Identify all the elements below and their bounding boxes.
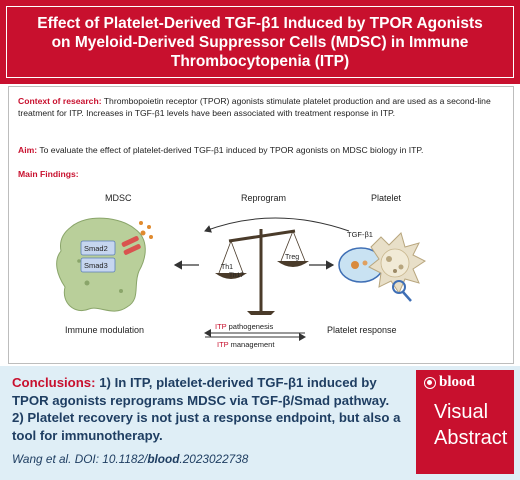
conclusions-label: Conclusions: — [12, 375, 96, 390]
platelet-illustration — [368, 232, 426, 295]
magnifier-icon — [392, 280, 412, 302]
aim-text: To evaluate the effect of platelet-deriv… — [37, 145, 424, 155]
citation-prefix: Wang et al. DOI: 10.1182/ — [12, 452, 148, 466]
smad2-box: Smad2 — [80, 240, 116, 256]
context-text: Thrombopoietin receptor (TPOR) agonists … — [18, 96, 491, 118]
conclusions-text: Conclusions: 1) In ITP, platelet-derived… — [12, 374, 408, 444]
citation: Wang et al. DOI: 10.1182/blood.202302273… — [12, 452, 248, 466]
conclusion-point-1: 1) In ITP, platelet-derived TGF-β1 induc… — [12, 375, 390, 408]
context-label: Context of research: — [18, 96, 102, 106]
citation-journal: blood — [147, 452, 180, 466]
receptor-illustration — [121, 221, 153, 255]
itp-management-label: ITP management — [217, 340, 275, 349]
badge-visual: Visual — [434, 401, 489, 423]
mdsc-label: MDSC — [105, 193, 132, 203]
smad3-box: Smad3 — [80, 257, 116, 273]
smad2-label: Smad2 — [84, 244, 108, 253]
th17-label: Th17 — [229, 272, 244, 279]
aim-label: Aim: — [18, 145, 38, 155]
blood-logo: blood — [424, 374, 475, 391]
platelet-label: Platelet — [371, 193, 402, 203]
management-word: management — [229, 340, 276, 349]
platelet-response-label: Platelet response — [327, 325, 397, 335]
findings-diagram: MDSC Reprogram Platelet Smad2 Smad3 — [56, 193, 426, 349]
itp-pathogenesis-label: ITP pathogenesis — [215, 322, 273, 331]
reprogram-label: Reprogram — [241, 193, 286, 203]
visual-abstract-badge: blood Visual Abstract — [416, 370, 514, 474]
title-frame — [6, 6, 514, 78]
content-panel: Context of research: Thrombopoietin rece… — [8, 86, 514, 364]
treg-label: Treg — [285, 254, 299, 261]
page-title: Effect of Platelet-Derived TGF-β1 Induce… — [37, 14, 483, 70]
context-paragraph: Context of research: Thrombopoietin rece… — [18, 96, 504, 119]
reprogram-arrow — [204, 217, 350, 233]
blood-logo-text: blood — [439, 374, 475, 390]
blood-logo-icon — [424, 376, 436, 389]
balance-scale-illustration — [215, 229, 309, 315]
main-findings-label: Main Findings: — [18, 169, 79, 179]
immune-modulation-label: Immune modulation — [65, 325, 144, 335]
smad3-label: Smad3 — [84, 261, 108, 270]
itp-word: ITP — [215, 322, 227, 331]
badge-abstract: Abstract — [434, 427, 508, 449]
th1-label: Th1 — [221, 264, 233, 271]
tgf-beta1-label: TGF-β1 — [347, 230, 373, 239]
title-banner: Effect of Platelet-Derived TGF-β1 Induce… — [0, 0, 520, 84]
itp-word-2: ITP — [217, 340, 229, 349]
pathogenesis-word: pathogenesis — [227, 322, 274, 331]
citation-suffix: .2023022738 — [179, 452, 249, 466]
aim-paragraph: Aim: To evaluate the effect of platelet-… — [18, 145, 504, 157]
conclusion-point-2: 2) Platelet recovery is not just a respo… — [12, 410, 401, 443]
